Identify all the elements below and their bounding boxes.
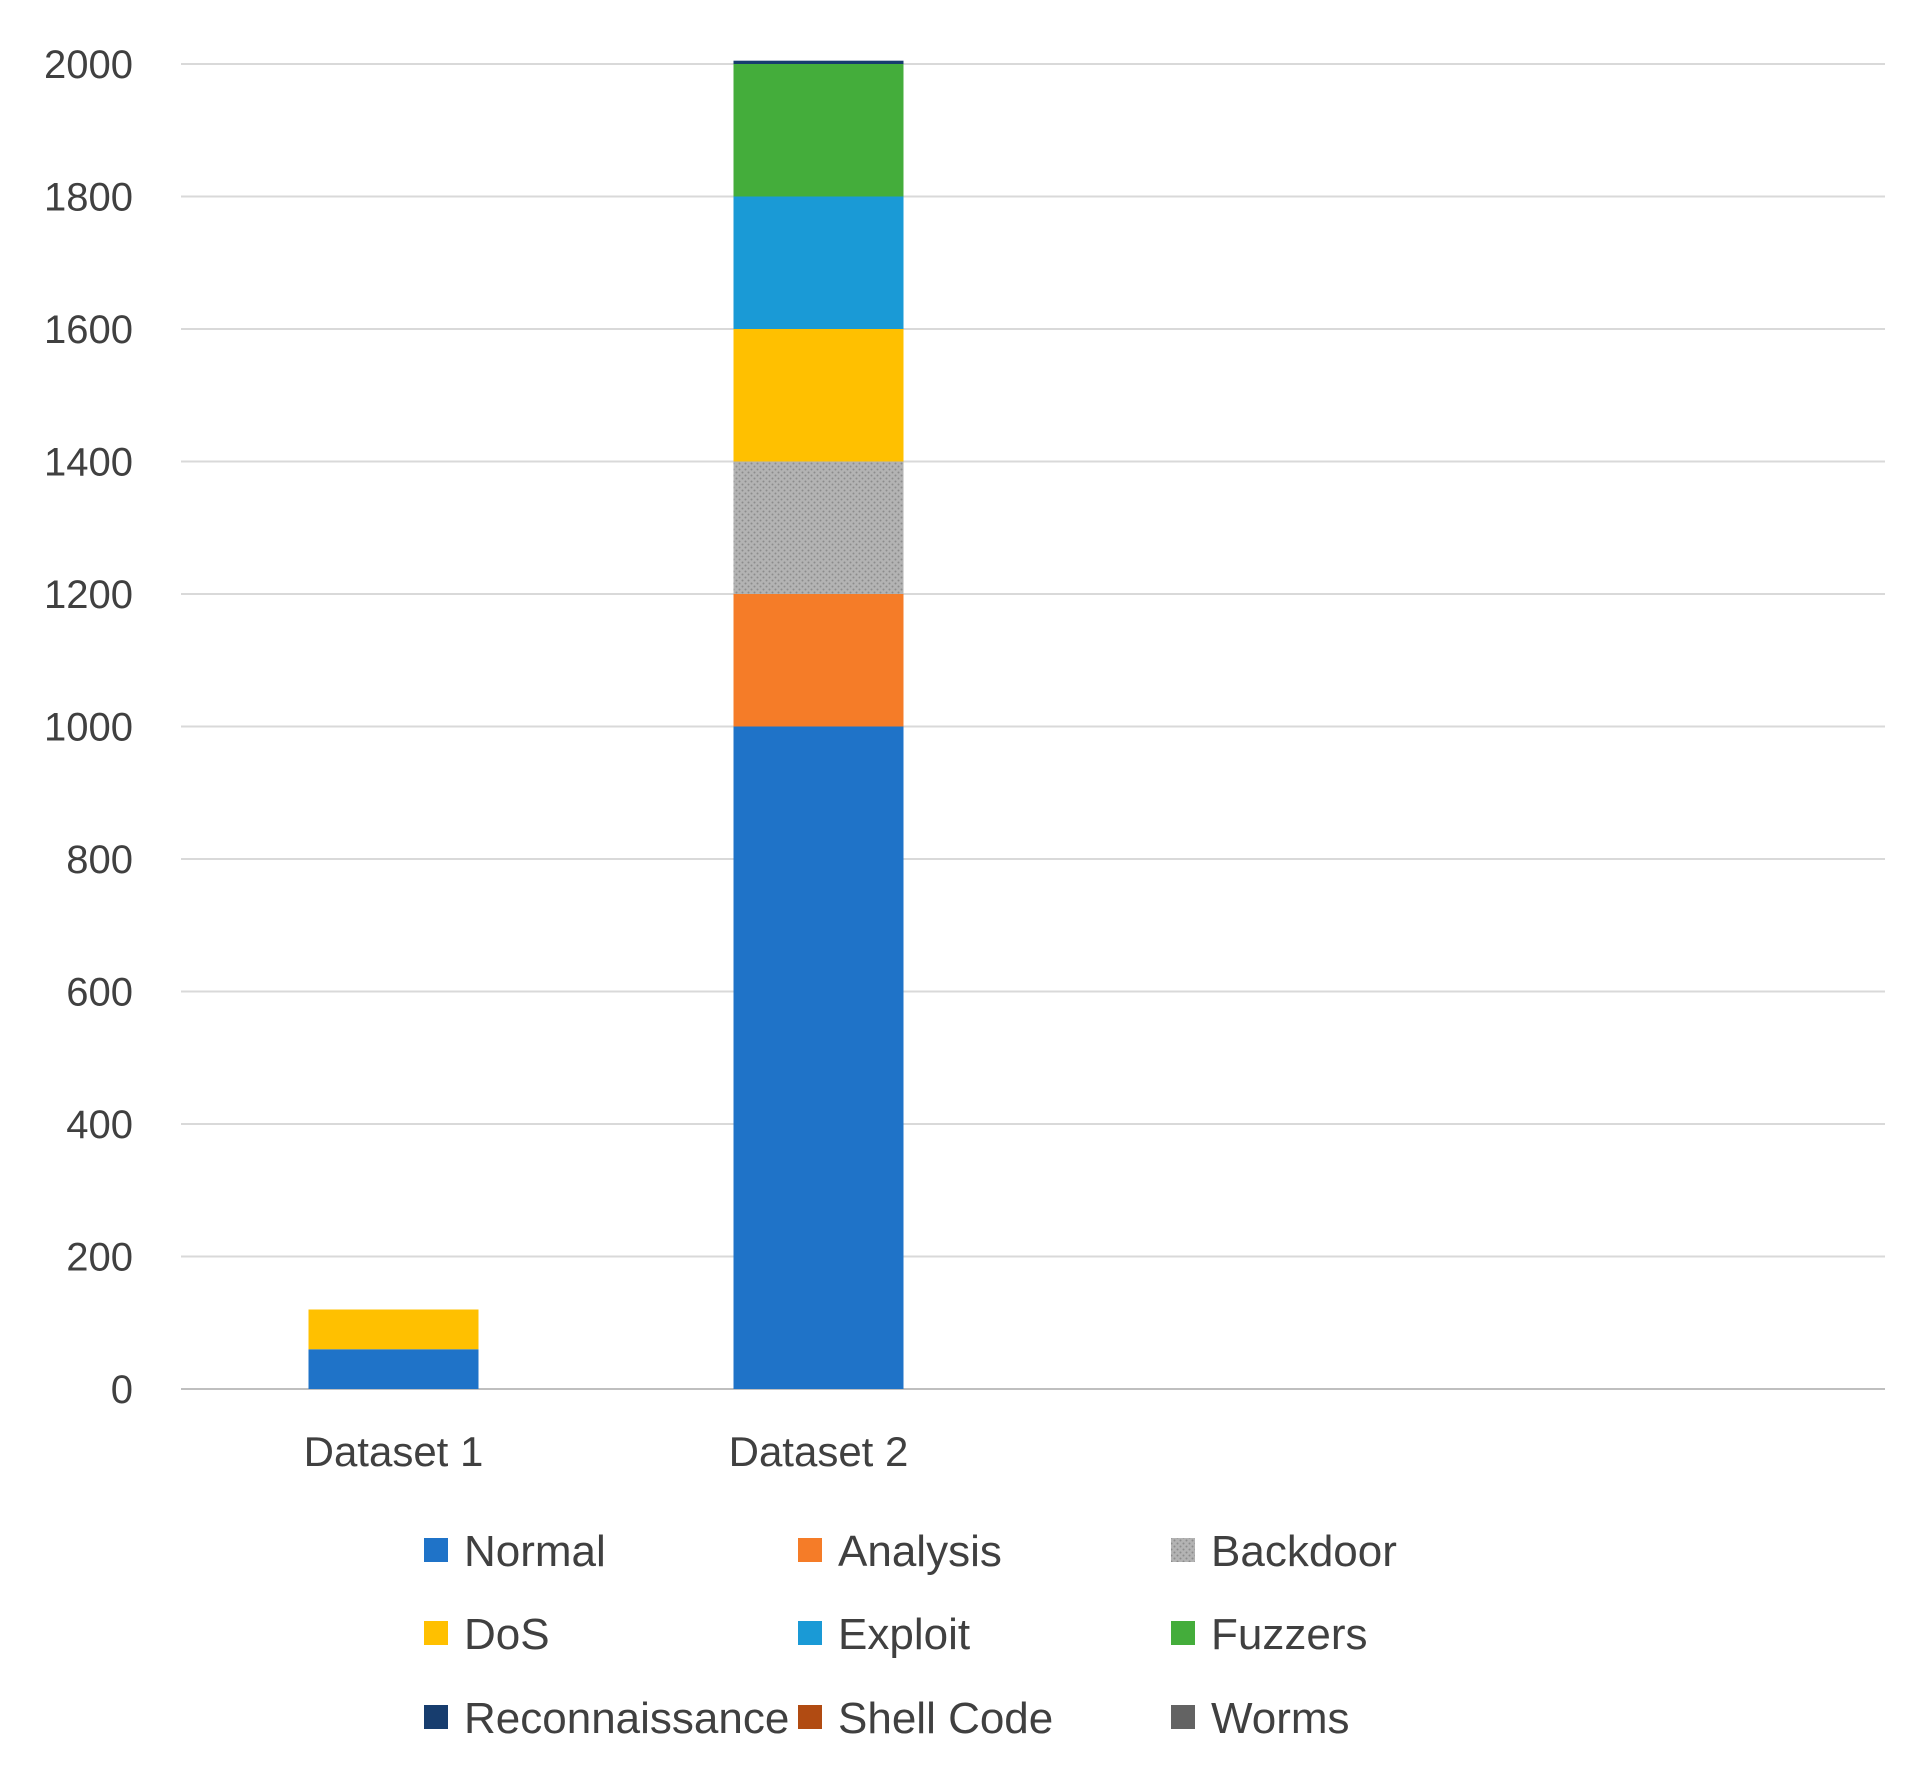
legend-item-worms: Worms [1171, 1694, 1350, 1743]
y-tick-label: 600 [66, 971, 133, 1015]
legend-item-exploit: Exploit [798, 1610, 970, 1659]
legend-swatch [424, 1538, 448, 1562]
y-tick-label: 2000 [44, 43, 133, 87]
x-category-label: Dataset 1 [304, 1428, 484, 1475]
bar-segment-dos [733, 329, 904, 462]
y-tick-label: 1600 [44, 308, 133, 352]
legend-swatch [798, 1538, 822, 1562]
y-tick-label: 0 [111, 1368, 133, 1412]
y-tick-label: 400 [66, 1103, 133, 1147]
y-axis-ticks: 0 200 400 600 800 1000 1200 1400 1600 1800 2000 [44, 43, 133, 1412]
x-axis-categories: Dataset 1 Dataset 2 [304, 1428, 909, 1475]
legend-label: Normal [464, 1527, 606, 1576]
legend-item-fuzzers: Fuzzers [1171, 1610, 1367, 1659]
legend-swatch [424, 1705, 448, 1729]
legend-swatch [424, 1621, 448, 1645]
bar-segment-analysis [733, 594, 904, 727]
legend-label: Fuzzers [1211, 1610, 1367, 1659]
legend-label: Reconnaissance [464, 1694, 789, 1743]
legend-label: Backdoor [1211, 1527, 1397, 1576]
legend-item-shell-code: Shell Code [798, 1694, 1053, 1743]
legend-item-analysis: Analysis [798, 1527, 1002, 1576]
bar-segment-dos [308, 1309, 479, 1350]
x-category-label: Dataset 2 [729, 1428, 909, 1475]
legend-label: Analysis [838, 1527, 1002, 1576]
legend-swatch [1171, 1621, 1195, 1645]
bar-segment-reconnaissance [733, 60, 904, 64]
legend-label: Worms [1211, 1694, 1350, 1743]
legend-swatch [798, 1705, 822, 1729]
y-tick-label: 1000 [44, 706, 133, 750]
gridlines [181, 63, 1885, 1390]
legend-item-normal: Normal [424, 1527, 606, 1576]
bar-segment-backdoor [733, 461, 904, 594]
legend-item-dos: DoS [424, 1610, 550, 1659]
legend-item-reconnaissance: Reconnaissance [424, 1694, 789, 1743]
y-tick-label: 800 [66, 838, 133, 882]
legend: Normal Analysis Backdoor DoS Exploit Fuzzers R… [424, 1527, 1397, 1743]
bar-segment-normal [733, 726, 904, 1389]
y-tick-label: 1400 [44, 441, 133, 485]
legend-label: Exploit [838, 1610, 970, 1659]
y-tick-label: 1200 [44, 573, 133, 617]
y-tick-label: 200 [66, 1236, 133, 1280]
bar-segment-normal [308, 1349, 479, 1389]
bars [308, 60, 904, 1389]
legend-label: DoS [464, 1610, 550, 1659]
bar-segment-exploit [733, 196, 904, 329]
legend-swatch [1171, 1705, 1195, 1729]
y-tick-label: 1800 [44, 176, 133, 220]
legend-swatch [1171, 1538, 1195, 1562]
legend-item-backdoor: Backdoor [1171, 1527, 1397, 1576]
legend-swatch [798, 1621, 822, 1645]
legend-label: Shell Code [838, 1694, 1053, 1743]
bar-segment-fuzzers [733, 64, 904, 197]
